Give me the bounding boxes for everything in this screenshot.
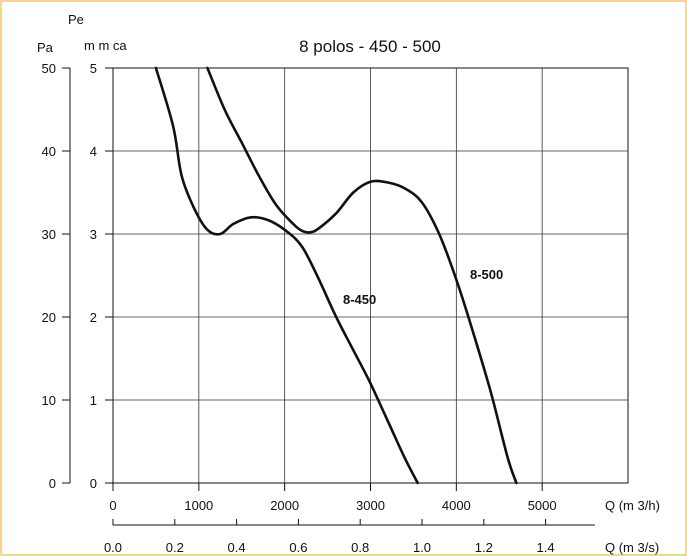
- right-axis-label: Pe: [68, 12, 84, 27]
- x2-tick-label: 1.0: [413, 540, 431, 555]
- x2-tick-label: 0.2: [166, 540, 184, 555]
- x2-tick-label: 1.2: [475, 540, 493, 555]
- chart-title: 8 polos - 450 - 500: [299, 37, 441, 56]
- series-label-8-450: 8-450: [343, 292, 376, 307]
- grid: [113, 68, 628, 483]
- left-tick-label: 20: [42, 310, 56, 325]
- right-tick-label: 4: [90, 144, 97, 159]
- x-tick-label: 2000: [270, 498, 299, 513]
- right-tick-label: 1: [90, 393, 97, 408]
- x-tick-label: 0: [109, 498, 116, 513]
- x-tick-label: 1000: [184, 498, 213, 513]
- left-axis-ticks: 0 10 20 30 40 50: [42, 61, 71, 491]
- x-axis-ticks: 0 1000 2000 3000 4000 5000: [109, 483, 557, 513]
- left-tick-label: 50: [42, 61, 56, 76]
- x-tick-label: 4000: [442, 498, 471, 513]
- x2-tick-label: 0.8: [351, 540, 369, 555]
- x2-tick-label: 0.4: [228, 540, 246, 555]
- x2-tick-label: 0.6: [289, 540, 307, 555]
- left-tick-label: 30: [42, 227, 56, 242]
- series-line-8-450: [154, 66, 419, 485]
- x2-tick-label: 1.4: [537, 540, 555, 555]
- right-tick-label: 2: [90, 310, 97, 325]
- right-tick-label: 3: [90, 227, 97, 242]
- x2-tick-label: 0.0: [104, 540, 122, 555]
- right-axis-unit: m m ca: [84, 38, 127, 53]
- x-tick-label: 3000: [356, 498, 385, 513]
- right-tick-label: 5: [90, 61, 97, 76]
- series-lines: [154, 66, 518, 485]
- series-line-8-500: [206, 66, 518, 485]
- x-axis-secondary-ticks: 0.0 0.2 0.4 0.6 0.8 1.0 1.2 1.4: [104, 519, 595, 555]
- left-axis-label: Pa: [37, 40, 54, 55]
- x-tick-label: 5000: [528, 498, 557, 513]
- right-axis-ticks: 0 1 2 3 4 5: [90, 61, 113, 491]
- left-tick-label: 0: [49, 476, 56, 491]
- x-axis-label: Q (m 3/h): [605, 498, 660, 513]
- x-axis-secondary-label: Q (m 3/s): [605, 540, 659, 555]
- series-label-8-500: 8-500: [470, 267, 503, 282]
- left-tick-label: 40: [42, 144, 56, 159]
- left-tick-label: 10: [42, 393, 56, 408]
- right-tick-label: 0: [90, 476, 97, 491]
